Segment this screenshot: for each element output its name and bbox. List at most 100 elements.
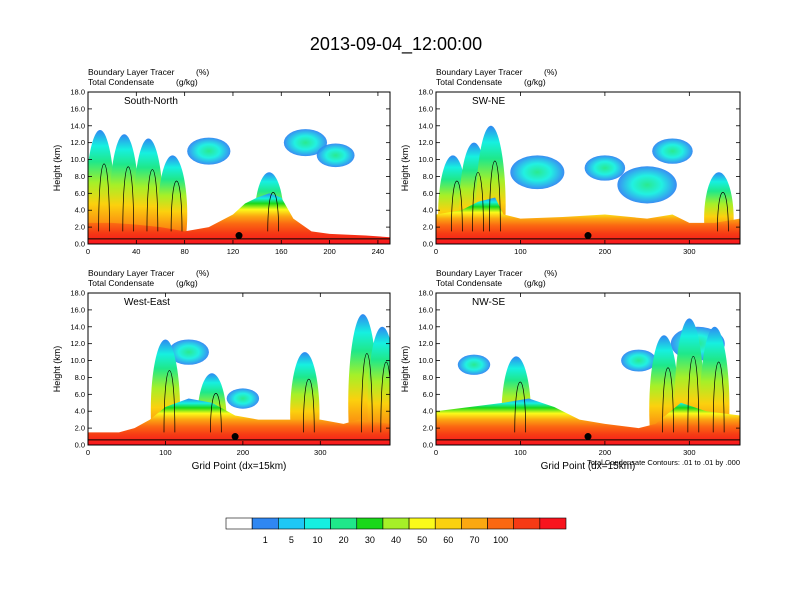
condensate-contour <box>122 166 135 232</box>
subtitle-condensate-unit: (g/kg) <box>176 77 198 87</box>
y-axis-label: Height (km) <box>52 346 62 393</box>
condensate-contour <box>712 361 725 433</box>
y-tick-label: 8.0 <box>75 373 85 382</box>
colorbar-swatch <box>408 517 436 530</box>
condensate-contour <box>514 381 527 433</box>
x-tick-label: 0 <box>86 247 90 256</box>
x-tick-label: 200 <box>599 448 612 457</box>
subtitle-condensate: Total Condensate <box>88 77 154 87</box>
boundary-layer-area <box>88 193 390 244</box>
x-tick-label: 100 <box>159 448 172 457</box>
x-tick-label: 0 <box>434 247 438 256</box>
y-tick-label: 16.0 <box>70 104 85 113</box>
subtitle-condensate-unit: (g/kg) <box>176 278 198 288</box>
tracer-cloud <box>168 339 209 365</box>
tracer-cloud <box>584 155 626 181</box>
condensate-contour <box>98 163 110 232</box>
x-tick-label: 100 <box>514 448 527 457</box>
y-tick-label: 8.0 <box>423 172 433 181</box>
y-tick-label: 10.0 <box>418 155 433 164</box>
y-tick-label: 16.0 <box>418 104 433 113</box>
y-tick-label: 2.0 <box>75 424 85 433</box>
subtitle-tracer-unit: (%) <box>544 268 557 278</box>
y-tick-label: 6.0 <box>75 390 85 399</box>
colorbar-swatch <box>382 517 410 530</box>
y-axis-label: Height (km) <box>400 145 410 192</box>
x-tick-label: 40 <box>132 247 140 256</box>
y-tick-label: 4.0 <box>75 407 85 416</box>
subtitle-condensate: Total Condensate <box>436 77 502 87</box>
panel-label: NW-SE <box>472 297 505 308</box>
tracer-cloud <box>316 143 355 168</box>
tracer-field <box>88 293 390 445</box>
subtitle-condensate-unit: (g/kg) <box>524 77 546 87</box>
subtitle-tracer-unit: (%) <box>544 67 557 77</box>
colorbar: 1 5 10 20 30 40 50 60 70 100 <box>225 517 567 545</box>
x-tick-label: 240 <box>372 247 385 256</box>
panel-label: South-North <box>124 96 178 107</box>
x-tick-label: 200 <box>599 247 612 256</box>
x-tick-label: 0 <box>86 448 90 457</box>
subtitle-tracer: Boundary Layer Tracer <box>436 67 523 77</box>
y-tick-label: 6.0 <box>423 189 433 198</box>
tracer-cloud <box>187 137 231 165</box>
x-tick-label: 300 <box>314 448 327 457</box>
x-tick-label: 100 <box>514 247 527 256</box>
plot-frame <box>87 91 391 245</box>
y-tick-label: 0.0 <box>423 240 433 249</box>
subtitle-tracer-unit: (%) <box>196 67 209 77</box>
x-tick-label: 80 <box>180 247 188 256</box>
colorbar-swatch <box>461 517 488 530</box>
tracer-cloud <box>457 354 491 375</box>
subtitle-condensate: Total Condensate <box>436 278 502 288</box>
y-tick-label: 16.0 <box>418 305 433 314</box>
colorbar-label: 50 <box>417 535 427 545</box>
y-tick-label: 10.0 <box>70 155 85 164</box>
colorbar-label: 20 <box>339 535 349 545</box>
y-tick-label: 12.0 <box>418 138 433 147</box>
subtitle-tracer: Boundary Layer Tracer <box>88 67 175 77</box>
condensate-contour <box>267 192 279 232</box>
boundary-layer-area <box>436 398 740 445</box>
condensate-contour <box>146 169 159 232</box>
panel-4: 0.0 2.0 4.0 6.0 8.0 10.0 12.0 14.0 16.0 18.0 0 100 2… <box>400 268 741 472</box>
panel-2: 0.0 2.0 4.0 6.0 8.0 10.0 12.0 14.0 16.0 18.0 0 100 2… <box>400 67 741 256</box>
location-marker <box>235 232 243 240</box>
y-tick-label: 4.0 <box>75 206 85 215</box>
colorbar-label: 5 <box>289 535 294 545</box>
panel-label: West-East <box>124 297 170 308</box>
location-marker <box>584 232 592 240</box>
y-tick-label: 18.0 <box>418 88 433 97</box>
y-tick-label: 8.0 <box>423 373 433 382</box>
x-tick-label: 200 <box>237 448 250 457</box>
condensate-contour <box>303 379 315 433</box>
x-tick-label: 300 <box>683 247 696 256</box>
y-tick-label: 4.0 <box>423 206 433 215</box>
tracer-field <box>436 293 740 445</box>
y-tick-label: 0.0 <box>75 240 85 249</box>
tracer-cloud <box>652 138 693 164</box>
subtitle-tracer: Boundary Layer Tracer <box>436 268 523 278</box>
y-tick-label: 14.0 <box>418 121 433 130</box>
tracer-cloud <box>510 155 565 190</box>
colorbar-swatch <box>513 517 541 530</box>
y-tick-label: 16.0 <box>70 305 85 314</box>
y-tick-label: 0.0 <box>75 441 85 450</box>
condensate-contour <box>687 356 700 433</box>
figure-title: 2013-09-04_12:00:00 <box>310 34 482 55</box>
y-tick-label: 6.0 <box>423 390 433 399</box>
y-tick-label: 12.0 <box>70 339 85 348</box>
y-axis-label: Height (km) <box>52 145 62 192</box>
colorbar-label: 60 <box>443 535 453 545</box>
y-tick-label: 12.0 <box>70 138 85 147</box>
location-marker <box>231 433 239 441</box>
y-tick-label: 6.0 <box>75 189 85 198</box>
condensate-contour <box>163 370 176 433</box>
y-tick-label: 10.0 <box>70 356 85 365</box>
panel-3: 0.0 2.0 4.0 6.0 8.0 10.0 12.0 14.0 16.0 18.0 0 100 2… <box>52 268 391 472</box>
colorbar-label: 70 <box>469 535 479 545</box>
subtitle-condensate: Total Condensate <box>88 278 154 288</box>
y-tick-label: 14.0 <box>418 322 433 331</box>
y-tick-label: 2.0 <box>75 223 85 232</box>
